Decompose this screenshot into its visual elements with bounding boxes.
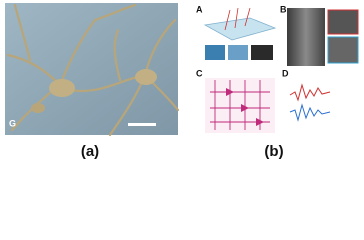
cell-body [31, 103, 45, 113]
panel-letter: B [280, 4, 287, 14]
panel-letter: A [196, 4, 203, 14]
figure: G A B C D (a) (b) [5, 3, 360, 160]
panel-letter: D [282, 68, 289, 78]
panel-letter: G [9, 118, 16, 128]
cell-body [49, 79, 75, 97]
panel-letter: C [196, 68, 203, 78]
red-trace [289, 83, 331, 102]
device-sketch [203, 17, 277, 41]
inset-photo [228, 45, 248, 60]
inset-image [327, 36, 359, 64]
caption: (b) [264, 143, 283, 160]
cell-body [135, 69, 157, 85]
micrograph-background [5, 3, 178, 135]
blue-trace [289, 103, 331, 122]
circuit-diagram [205, 78, 275, 133]
caption: (a) [81, 143, 99, 160]
micrograph: G [5, 3, 180, 137]
imaging-panel [287, 8, 325, 66]
page: G A B C D (a) (b) (() => { const data = … [5, 3, 360, 160]
scale-bar [128, 123, 156, 126]
circuit-lines [210, 80, 270, 130]
inset-photo [205, 45, 225, 60]
circuit-nodes [226, 88, 264, 126]
probe-lines [224, 7, 251, 31]
composite-figure: A B C D [190, 3, 360, 135]
inset-image [327, 9, 359, 35]
inset-photo [251, 45, 273, 60]
